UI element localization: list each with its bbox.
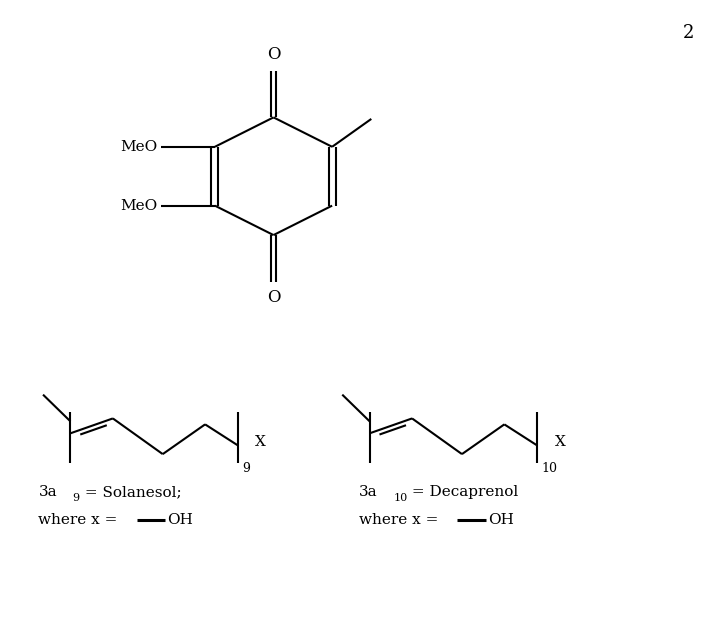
Text: = Decaprenol: = Decaprenol <box>406 485 518 499</box>
Text: = Solanesol;: = Solanesol; <box>80 485 182 499</box>
Text: 10: 10 <box>541 461 557 474</box>
Text: 10: 10 <box>393 493 407 503</box>
Text: X: X <box>554 435 566 449</box>
Text: 3a: 3a <box>359 485 378 499</box>
Text: where x =: where x = <box>359 513 443 527</box>
Text: MeO: MeO <box>121 140 158 154</box>
Text: O: O <box>267 46 280 64</box>
Text: 3a: 3a <box>38 485 57 499</box>
Text: X: X <box>256 435 266 449</box>
Text: 9: 9 <box>242 461 250 474</box>
Text: 9: 9 <box>73 493 80 503</box>
Text: 2: 2 <box>683 24 694 42</box>
Text: OH: OH <box>167 513 193 527</box>
Text: MeO: MeO <box>121 199 158 212</box>
Text: where x =: where x = <box>38 513 123 527</box>
Text: O: O <box>267 289 280 306</box>
Text: OH: OH <box>488 513 514 527</box>
